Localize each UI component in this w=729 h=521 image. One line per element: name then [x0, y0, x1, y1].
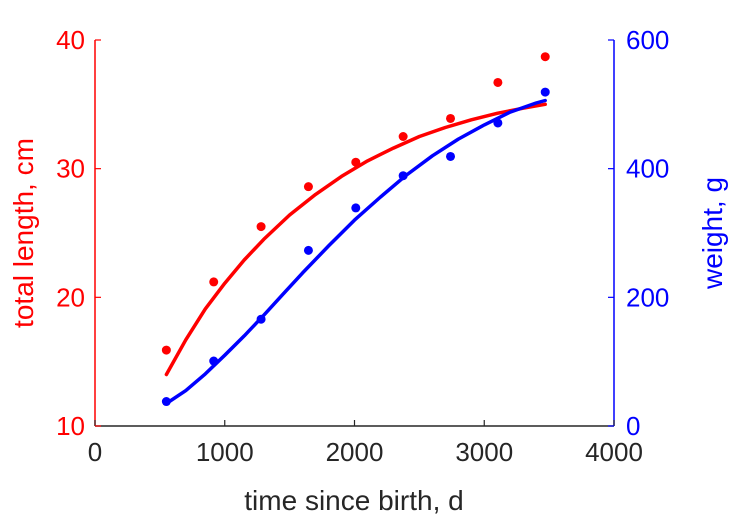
weight-data-point [209, 356, 219, 366]
weight-data-point [446, 151, 456, 161]
weight-data-point [351, 203, 361, 213]
left-y-tick-label: 40 [56, 25, 85, 55]
right-y-tick-label: 600 [626, 25, 669, 55]
x-axis-title: time since birth, d [244, 485, 463, 516]
right-y-tick-label: 400 [626, 154, 669, 184]
left-y-tick-label: 10 [56, 411, 85, 441]
fit-curves [164, 98, 547, 406]
x-tick-label: 2000 [326, 437, 384, 467]
length-data-point [493, 77, 503, 87]
length-data-point [398, 132, 408, 141]
weight-data-point [398, 171, 408, 181]
length-data-point [446, 113, 456, 123]
x-tick-label: 0 [88, 437, 102, 467]
left-y-axis-title: total length, cm [8, 138, 39, 328]
weight-data-point [303, 245, 313, 255]
left-y-tick-label: 30 [56, 154, 85, 184]
length-data-point [540, 52, 550, 62]
x-tick-label: 3000 [455, 437, 513, 467]
weight-data-point [256, 314, 266, 324]
axis-titles: time since birth, d total length, cm wei… [8, 138, 728, 516]
right-y-axis-title: weight, g [697, 177, 728, 290]
length-fit-curve [164, 102, 547, 377]
length-data-point [256, 222, 266, 232]
axes [94, 40, 615, 427]
left-y-tick-label: 20 [56, 282, 85, 312]
length-data-point [209, 277, 219, 287]
length-data-point [161, 345, 171, 355]
weight-data-point [540, 87, 550, 97]
right-y-tick-label: 200 [626, 282, 669, 312]
length-data-point [303, 182, 313, 192]
length-data-point [351, 157, 361, 167]
weight-data-point [161, 397, 171, 407]
data-points [161, 52, 550, 407]
right-y-tick-label: 0 [626, 411, 640, 441]
weight-data-point [493, 118, 503, 128]
weight-fit-curve [164, 98, 547, 406]
x-tick-label: 1000 [196, 437, 254, 467]
x-tick-label: 4000 [585, 437, 643, 467]
